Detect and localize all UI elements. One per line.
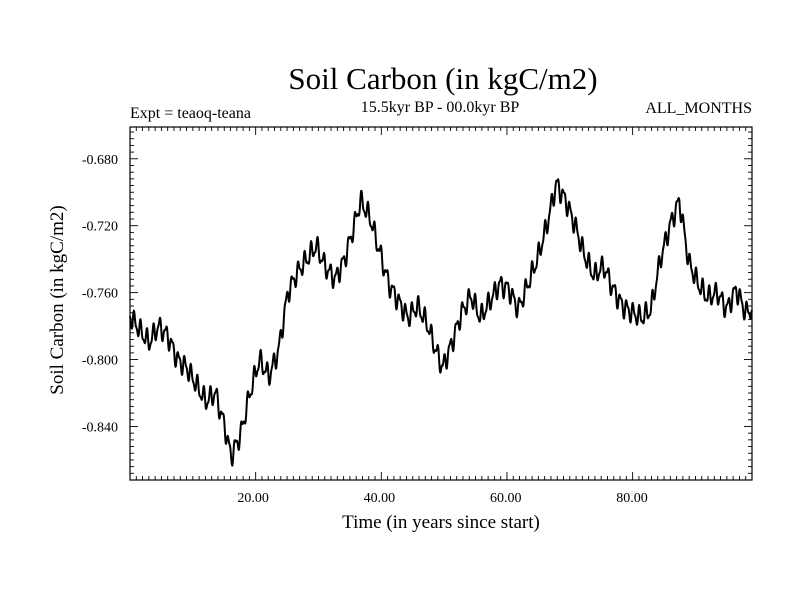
y-tick-label: -0.840 — [82, 420, 118, 435]
x-tick-label: 20.00 — [237, 491, 269, 506]
y-tick-label: -0.760 — [82, 287, 118, 302]
series-line-0 — [129, 178, 753, 467]
chart-title: Soil Carbon (in kgC/m2) — [288, 61, 597, 96]
series-layer — [129, 178, 753, 467]
y-axis-label: Soil Carbon (in kgC/m2) — [47, 205, 68, 394]
y-tick-label: -0.720 — [82, 220, 118, 235]
y-tick-label: -0.680 — [82, 153, 118, 168]
plot-frame — [129, 126, 753, 481]
axes: 20.00 40.00 60.00 80.00 -0.840 -0.800 -0.760 -0… — [82, 126, 753, 506]
y-tick-label: -0.800 — [82, 354, 118, 369]
x-tick-label: 40.00 — [364, 491, 396, 506]
period-label: 15.5kyr BP - 00.0kyr BP — [361, 99, 520, 116]
x-axis-label: Time (in years since start) — [342, 512, 540, 533]
experiment-label: Expt = teaoq-teana — [130, 105, 251, 122]
x-tick-label: 60.00 — [490, 491, 522, 506]
x-tick-label: 80.00 — [616, 491, 648, 506]
months-label: ALL_MONTHS — [645, 100, 752, 117]
